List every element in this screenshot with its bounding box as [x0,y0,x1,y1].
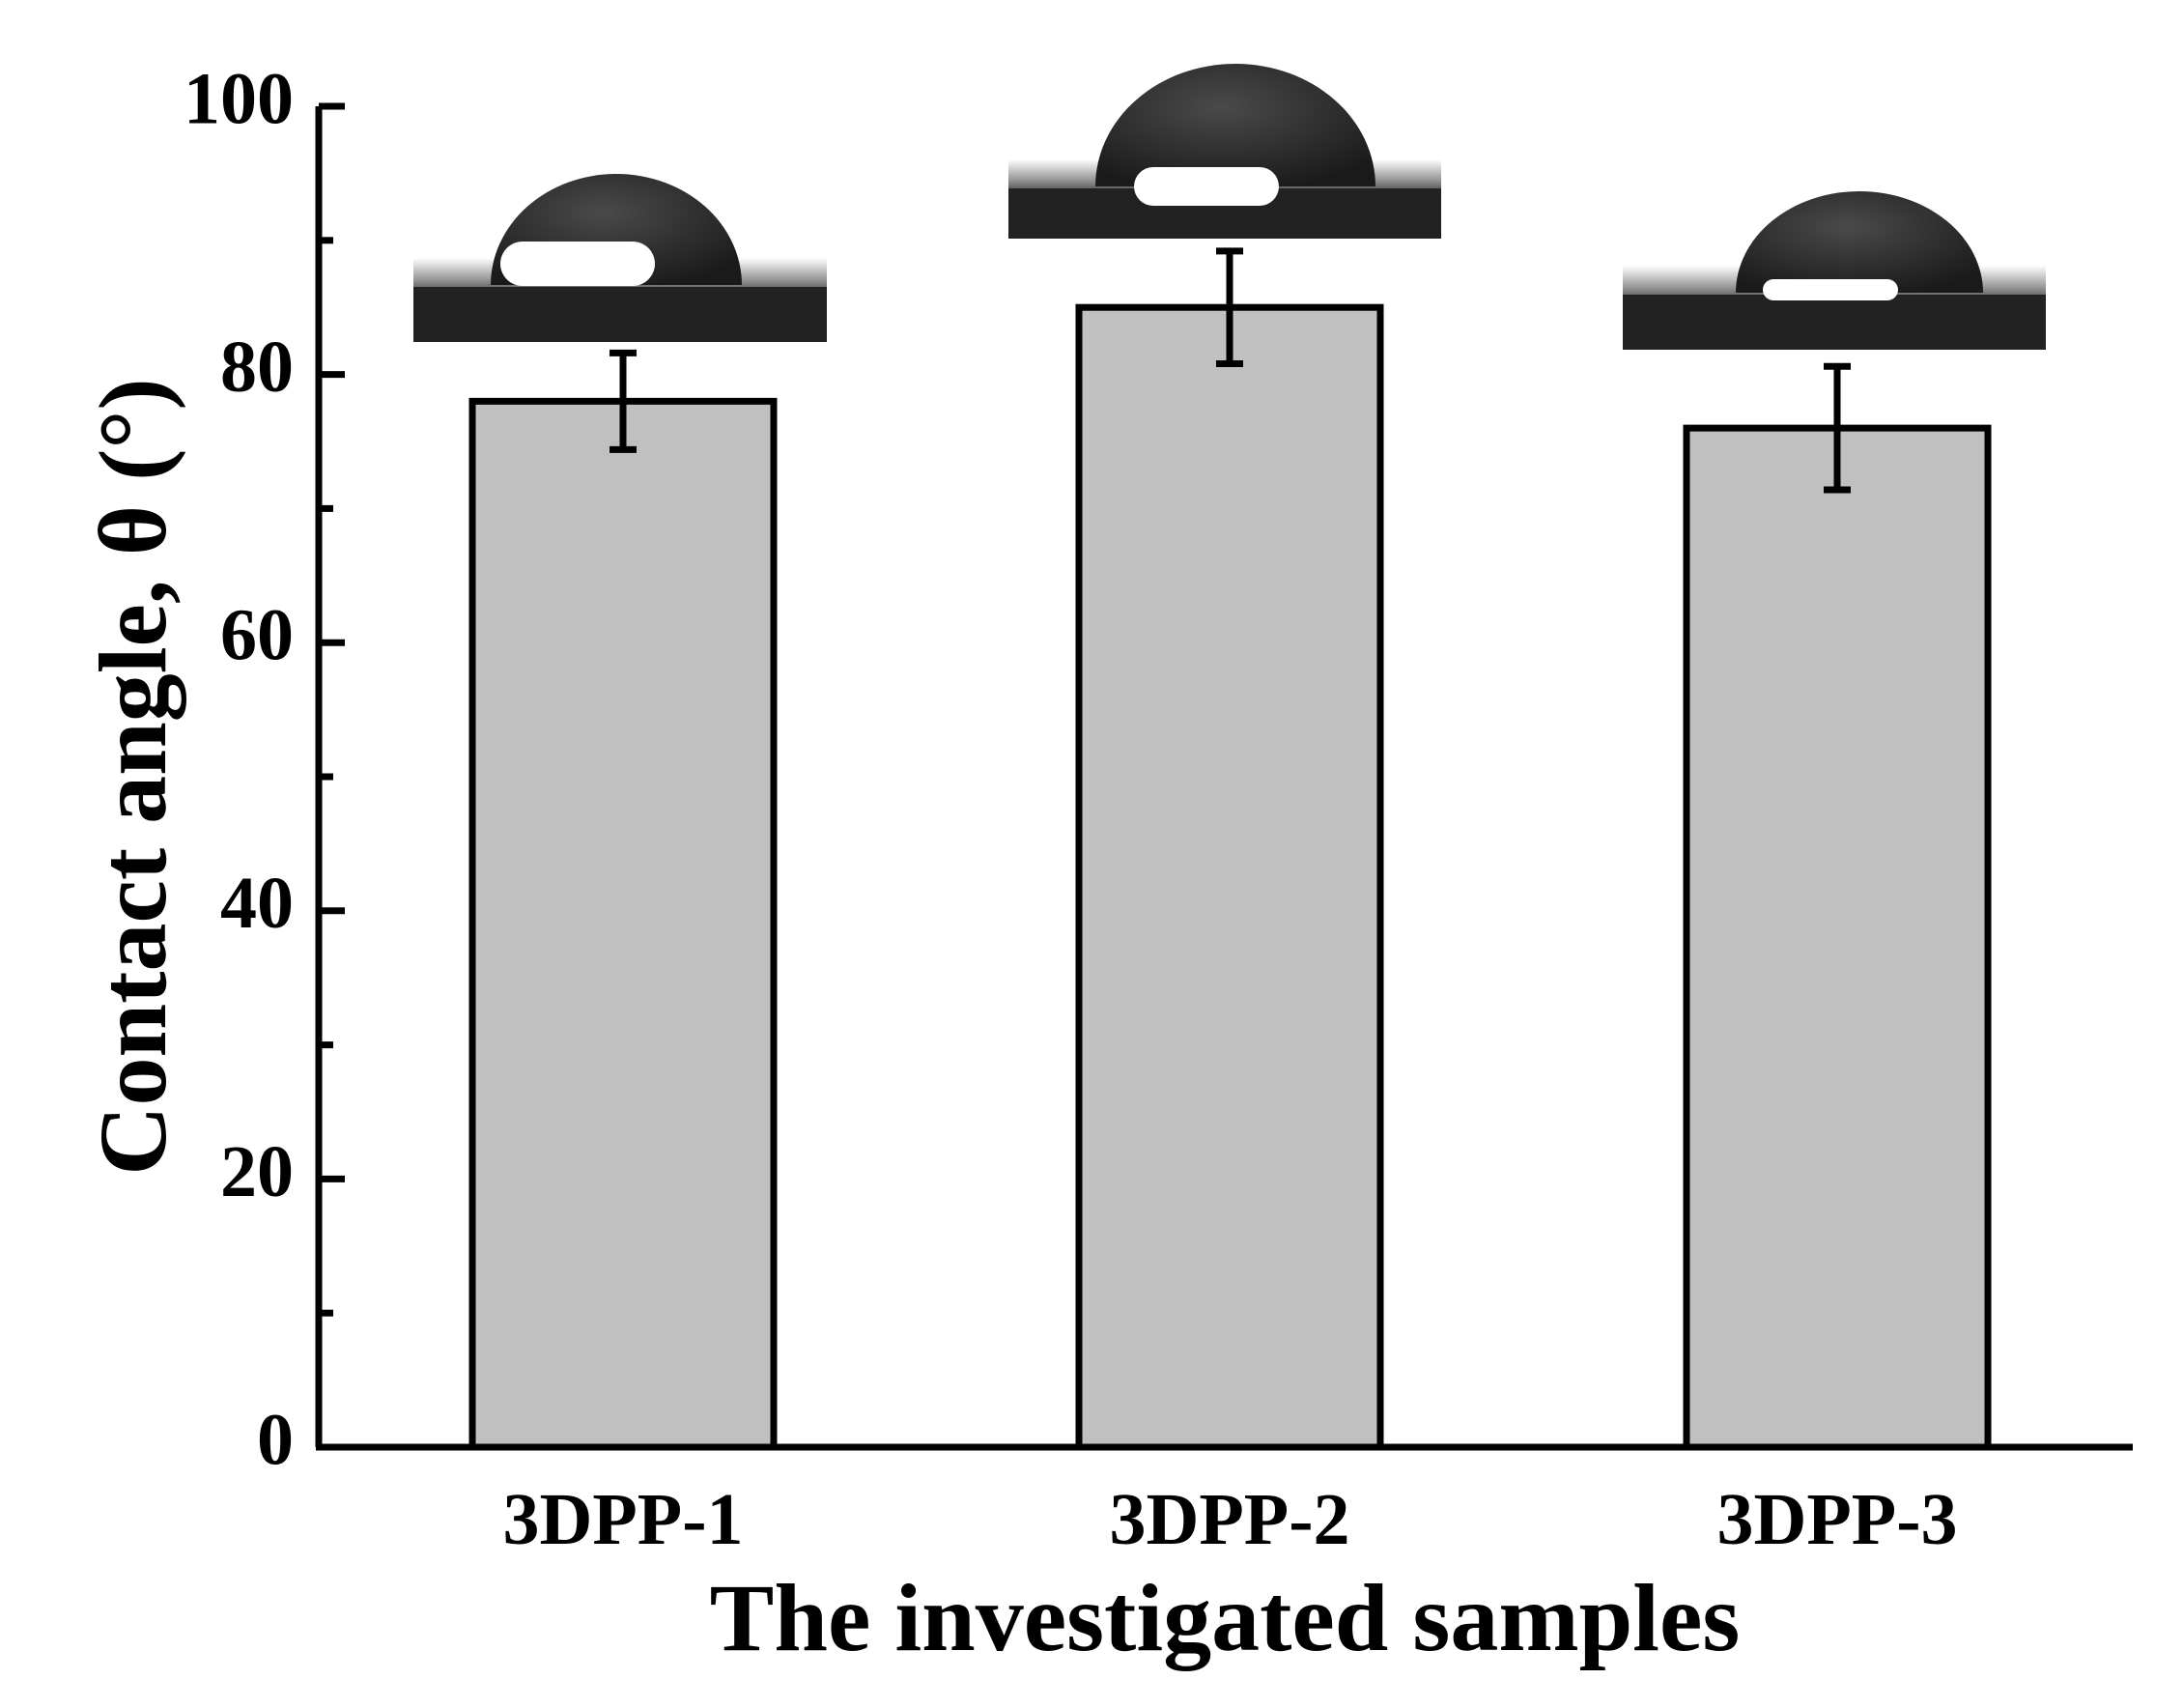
x-axis-label: The investigated samples [710,1564,1741,1671]
error-bar-3dpp-1 [610,349,637,453]
x-tick-label-3dpp-1: 3DPP-1 [502,1479,743,1560]
y-ticks: 0 20 40 60 80 100 [184,58,345,1480]
error-bar-3dpp-3 [1824,362,1851,494]
x-tick-label-3dpp-3: 3DPP-3 [1716,1479,1957,1560]
y-tick-label-60: 60 [220,595,294,676]
x-tick-label-3dpp-2: 3DPP-2 [1109,1479,1349,1560]
y-tick-label-20: 20 [220,1131,294,1212]
x-tick-labels: 3DPP-1 3DPP-2 3DPP-3 [502,1479,1957,1560]
bar-3dpp-2 [1075,303,1384,1451]
error-bar-3dpp-2 [1216,247,1243,367]
y-tick-label-100: 100 [184,58,294,139]
droplet-insets [413,64,2046,350]
bar-3dpp-3 [1683,424,1992,1451]
y-tick-label-80: 80 [220,327,294,408]
bar-3dpp-1 [468,397,778,1451]
y-tick-label-40: 40 [220,863,294,944]
droplet-inset-photo-2 [1008,64,1441,239]
errorbars-layer [610,247,1851,494]
droplet-inset-photo-3 [1623,191,2046,350]
y-axis-label: Contact angle, θ (°) [79,378,186,1175]
y-tick-label-0: 0 [257,1399,294,1480]
bars-layer [468,303,1992,1451]
droplet-inset-photo-1 [413,174,827,342]
